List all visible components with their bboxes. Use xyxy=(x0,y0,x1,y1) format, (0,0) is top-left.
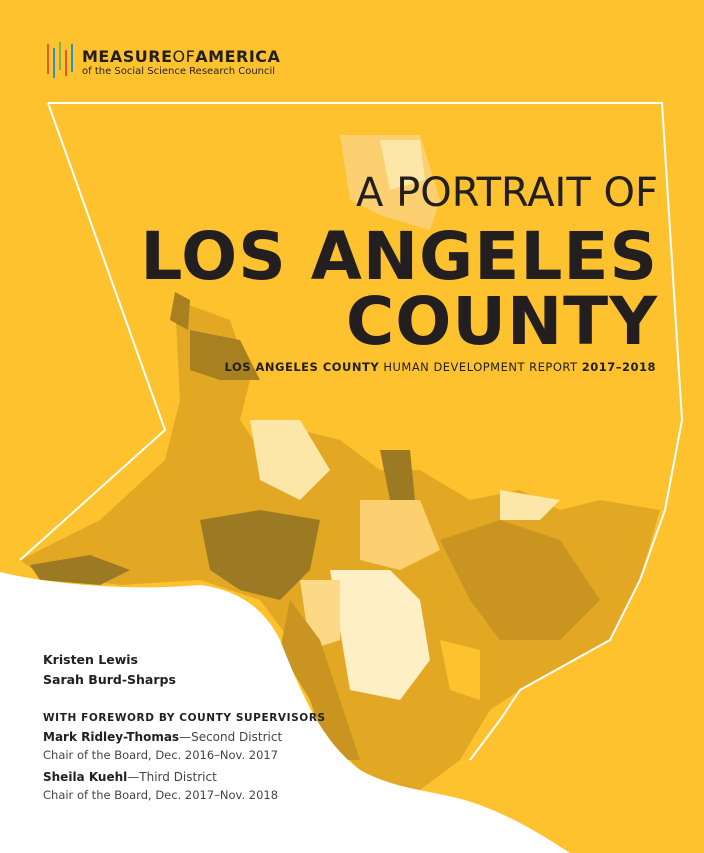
supervisor: Mark Ridley-Thomas—Second District xyxy=(43,730,282,744)
supervisor-role: Chair of the Board, Dec. 2016–Nov. 2017 xyxy=(43,748,279,762)
supervisor-district: —Third District xyxy=(127,770,217,784)
county-outline xyxy=(19,102,684,761)
subtitle: LOS ANGELES COUNTY HUMAN DEVELOPMENT REP… xyxy=(225,360,656,374)
logo-word: OF xyxy=(172,47,196,66)
logo-word: MEASURE xyxy=(82,47,173,66)
logo-tagline: of the Social Science Research Council xyxy=(82,66,276,77)
supervisor-name: Sheila Kuehl xyxy=(43,770,128,784)
subtitle-part: HUMAN DEVELOPMENT REPORT xyxy=(379,360,582,374)
title-line: A PORTRAIT OF xyxy=(356,170,658,216)
supervisor: Sheila Kuehl—Third District xyxy=(43,770,217,784)
logo-name: MEASUREOFAMERICA xyxy=(82,47,280,66)
supervisor-name: Mark Ridley-Thomas xyxy=(43,730,180,744)
ocean xyxy=(0,572,570,853)
subtitle-part: LOS ANGELES COUNTY xyxy=(224,360,380,374)
map-regions xyxy=(20,135,660,790)
title-line: LOS ANGELES xyxy=(140,218,658,295)
author: Kristen Lewis xyxy=(43,652,138,667)
supervisor-role: Chair of the Board, Dec. 2017–Nov. 2018 xyxy=(43,788,279,802)
foreword-heading: WITH FOREWORD BY COUNTY SUPERVISORS xyxy=(43,712,326,724)
logo-word: AMERICA xyxy=(195,47,281,66)
supervisor-district: —Second District xyxy=(179,730,283,744)
author: Sarah Burd-Sharps xyxy=(43,672,176,687)
logo-icon xyxy=(47,42,73,78)
title-line: COUNTY xyxy=(345,283,658,360)
subtitle-part: 2017–2018 xyxy=(581,360,656,374)
